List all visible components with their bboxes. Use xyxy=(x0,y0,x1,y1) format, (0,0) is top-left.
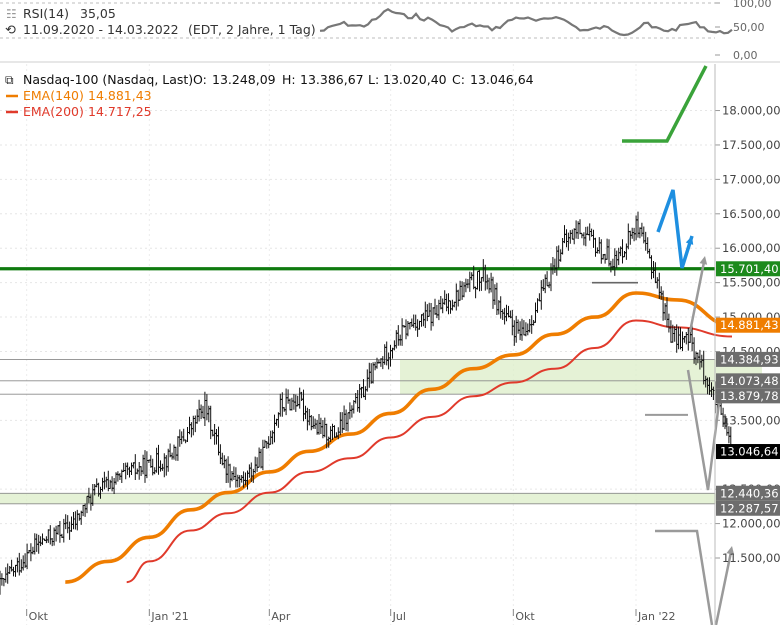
y-tick-label-10: 17.500,00 xyxy=(722,138,780,152)
y-tick-label-0: 11.500,00 xyxy=(722,551,780,565)
ema-lines xyxy=(65,291,733,584)
y-tick-label-3: 13.500,00 xyxy=(722,413,780,427)
ohlc-low: 13.020,40 xyxy=(383,72,447,87)
arrows xyxy=(622,65,735,625)
ohlc-open: 13.248,09 xyxy=(212,72,276,87)
svg-text:14.073,48: 14.073,48 xyxy=(720,374,779,388)
rsi-period: 11.09.2020 - 14.03.2022 xyxy=(23,22,179,37)
y-tick-label-8: 16.500,00 xyxy=(722,207,780,221)
rsi-info: (EDT, 2 Jahre, 1 Tag) xyxy=(188,22,316,37)
y-tick-label-11: 18.000,00 xyxy=(722,104,780,118)
y-tick-label-9: 17.000,00 xyxy=(722,172,780,186)
green-projection-arrow xyxy=(622,65,708,143)
svg-text:14.384,93: 14.384,93 xyxy=(720,352,779,366)
price-label-3: 14.073,48 xyxy=(716,373,780,389)
y-tick-label-6: 15.500,00 xyxy=(722,276,780,290)
rsi-value: 35,05 xyxy=(80,6,116,21)
svg-text:H:: H: xyxy=(282,72,296,87)
x-tick-label-3: Jul xyxy=(392,610,406,623)
price-label-7: 12.287,57 xyxy=(716,500,780,516)
blue-zigzag-arrow xyxy=(656,189,694,269)
support-zone-lower xyxy=(0,493,762,504)
x-tick-label-0: Okt xyxy=(29,610,49,623)
price-label-4: 13.879,78 xyxy=(716,388,780,404)
svg-text:13.046,64: 13.046,64 xyxy=(720,445,779,459)
ohlc-close: 13.046,64 xyxy=(470,72,534,87)
price-label-6: 12.440,36 xyxy=(716,485,780,501)
rsi-panel: 100,00 50,00 0,00 ☷ RSI(14) 35,05 ⟲ 11.09.… xyxy=(0,0,780,63)
y-tick-label-7: 16.000,00 xyxy=(722,241,780,255)
annotations xyxy=(0,267,762,505)
legend-ema200-value: 14.717,25 xyxy=(88,104,152,119)
price-label-2: 14.384,93 xyxy=(716,351,780,367)
rsi-tick-label-1: 50,00 xyxy=(733,21,765,34)
svg-text:⟲: ⟲ xyxy=(5,23,16,38)
svg-text:14.881,43: 14.881,43 xyxy=(720,318,779,332)
rsi-tick-label-0: 100,00 xyxy=(733,0,772,10)
svg-text:☷: ☷ xyxy=(6,7,17,21)
price-labels: 15.701,40 14.881,43 14.384,93 14.073,4813.8… xyxy=(716,261,780,516)
blue-arrow-head xyxy=(685,236,694,245)
legend-ema200-name: EMA(200) xyxy=(23,104,84,119)
svg-text:15.701,40: 15.701,40 xyxy=(720,262,779,276)
svg-text:⧉: ⧉ xyxy=(5,73,14,87)
grey-arrow-head-1 xyxy=(699,256,708,265)
x-tick-label-5: Jan '22 xyxy=(637,610,675,623)
legend-ema140-value: 14.881,43 xyxy=(88,88,152,103)
price-label-1: 14.881,43 xyxy=(716,317,780,333)
svg-text:O:: O: xyxy=(193,72,207,87)
price-header: ⧉ Nasdaq-100 (Nasdaq, Last) O: 13.248,09… xyxy=(5,72,534,119)
grey-arrow-head-3 xyxy=(726,546,735,555)
svg-text:12.440,36: 12.440,36 xyxy=(720,486,779,500)
x-tick-label-4: Okt xyxy=(515,610,535,623)
grey-arrow-up-3 xyxy=(714,551,733,625)
grey-arrow-up-1 xyxy=(688,261,706,333)
svg-text:C:: C: xyxy=(452,72,465,87)
rsi-line xyxy=(319,8,733,37)
grey-arrow-up-2 xyxy=(686,369,722,491)
price-label-0: 15.701,40 xyxy=(716,261,780,277)
price-bars xyxy=(0,211,733,595)
svg-text:13.879,78: 13.879,78 xyxy=(720,389,779,403)
legend-ema140-name: EMA(140) xyxy=(23,88,84,103)
x-tick-label-2: Apr xyxy=(271,610,291,623)
grey-arrow-down xyxy=(655,529,714,625)
rsi-tick-label-2: 0,00 xyxy=(733,49,758,62)
svg-text:L:: L: xyxy=(368,72,379,87)
x-tick-label-1: Jan '21 xyxy=(150,610,188,623)
y-axis: 11.500,0012.000,0012.500,0013.500,0014.5… xyxy=(714,64,780,625)
instrument-title: Nasdaq-100 (Nasdaq, Last) xyxy=(23,72,193,87)
y-tick-label-1: 12.000,00 xyxy=(722,517,780,531)
ema140-line xyxy=(65,291,733,584)
ohlc-high: 13.386,67 xyxy=(300,72,364,87)
price-label-5: 13.046,64 xyxy=(716,444,780,460)
ema200-line xyxy=(126,319,733,584)
svg-text:12.287,57: 12.287,57 xyxy=(720,501,779,515)
rsi-title: RSI(14) xyxy=(23,6,69,21)
x-axis: Okt Jan '21 Apr Jul Okt Jan '22 xyxy=(26,609,675,623)
